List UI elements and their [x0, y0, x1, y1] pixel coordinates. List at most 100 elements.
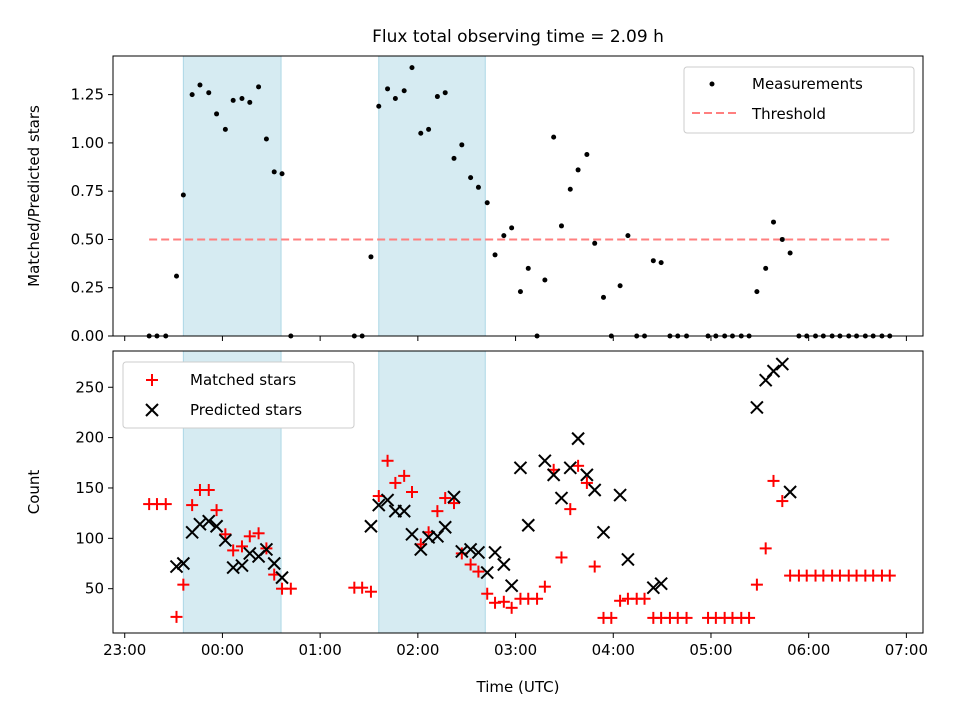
matched-star-point — [186, 499, 199, 512]
measurement-point — [542, 277, 548, 283]
predicted-star-point — [646, 580, 661, 595]
matched-star-point — [398, 469, 411, 482]
measurement-point — [475, 184, 481, 190]
matched-star-point — [159, 498, 172, 511]
shaded-interval — [378, 350, 486, 634]
predicted-star-point — [571, 431, 585, 446]
y-tick-label: 200 — [75, 429, 104, 447]
x-axis-label: Time (UTC) — [476, 678, 560, 696]
matched-star-point — [431, 505, 444, 518]
legend-label-predicted: Predicted stars — [190, 401, 302, 419]
measurement-point — [222, 126, 228, 132]
measurement-point — [426, 126, 432, 132]
predicted-star-point — [497, 557, 511, 572]
measurement-point — [180, 192, 186, 198]
predicted-star-point — [480, 565, 494, 580]
measurement-point — [197, 82, 203, 88]
matched-star-point — [284, 582, 297, 595]
matched-star-point — [680, 611, 693, 624]
predicted-star-point — [775, 357, 790, 371]
predicted-star-point — [447, 490, 461, 504]
measurement-point — [501, 233, 507, 239]
bottom-y-ticks: 50 100 150 200 250 — [75, 378, 113, 598]
matched-star-point — [170, 610, 183, 623]
x-tick-label: 23:00 — [103, 641, 146, 659]
matched-star-point — [883, 569, 896, 582]
x-tick-label: 07:00 — [885, 641, 928, 659]
measurement-point — [239, 95, 245, 101]
matched-star-point — [381, 454, 394, 467]
y-tick-label: 1.00 — [71, 134, 104, 152]
matched-star-point — [219, 528, 232, 541]
predicted-star-point — [488, 545, 502, 560]
top-x-ticks — [124, 336, 907, 341]
measurement-point — [617, 283, 623, 289]
matched-star-point — [405, 486, 418, 498]
predicted-star-point — [176, 556, 191, 571]
predicted-star-point — [521, 518, 535, 532]
measurement-points — [146, 65, 893, 339]
predicted-star-point — [463, 542, 478, 557]
matched-star-point — [767, 474, 780, 487]
predicted-star-point — [596, 525, 611, 539]
measurement-point — [763, 265, 769, 271]
shaded-interval — [182, 55, 282, 337]
measurement-point — [451, 155, 457, 161]
bottom-plot-frame — [112, 350, 924, 634]
measurement-point — [230, 97, 236, 103]
matched-star-point — [580, 476, 593, 489]
predicted-star-point — [554, 491, 569, 505]
count-points — [143, 357, 896, 624]
top-legend: Measurements Threshold — [683, 66, 915, 134]
y-tick-label: 250 — [75, 378, 104, 396]
measurement-point — [418, 130, 424, 136]
bottom-panel: 23:00 00:00 01:00 02:00 03:00 04:00 05:00 06:00… — [25, 350, 928, 696]
predicted-star-point — [364, 519, 378, 533]
predicted-star-point — [546, 468, 561, 482]
measurement-point — [787, 250, 793, 256]
measurement-point — [779, 236, 785, 242]
matched-star-point — [243, 530, 256, 543]
predicted-star-point — [513, 461, 528, 475]
top-panel: 0.00 0.25 0.50 0.75 1.00 1.25 Matched/Predict… — [25, 55, 924, 345]
measurement-point — [401, 88, 407, 94]
bottom-legend: Matched stars Predicted stars — [122, 361, 355, 429]
top-y-ticks: 0.00 0.25 0.50 0.75 1.00 1.25 — [71, 86, 113, 345]
predicted-star-point — [613, 488, 627, 502]
measurement-point — [558, 223, 564, 229]
matched-star-point — [227, 544, 240, 557]
bottom-x-ticks: 23:00 00:00 01:00 02:00 03:00 04:00 05:00 06:00… — [103, 633, 928, 659]
matched-star-point — [252, 527, 265, 540]
legend-marker-measurements — [709, 81, 715, 87]
measurement-point — [600, 294, 606, 300]
predicted-star-point — [397, 504, 411, 518]
predicted-star-point — [587, 483, 602, 497]
y-tick-label: 0.50 — [71, 230, 104, 248]
predicted-star-point — [580, 468, 594, 482]
measurement-point — [385, 86, 391, 92]
measurement-point — [442, 90, 448, 96]
matched-star-point — [605, 611, 618, 624]
measurement-point — [434, 94, 440, 100]
matched-star-point — [614, 594, 627, 607]
predicted-star-point — [202, 514, 216, 528]
top-plot-frame — [112, 55, 924, 337]
matched-star-point — [588, 560, 601, 573]
legend-label-matched: Matched stars — [190, 371, 296, 389]
x-tick-label: 01:00 — [299, 641, 342, 659]
predicted-star-point — [563, 461, 577, 475]
predicted-star-point — [275, 570, 289, 585]
matched-star-point — [638, 592, 651, 605]
matched-star-point — [448, 497, 461, 510]
predicted-star-point — [193, 517, 207, 531]
predicted-star-point — [438, 520, 452, 534]
measurement-point — [256, 84, 262, 90]
matched-star-point — [210, 504, 223, 517]
measurement-point — [271, 169, 277, 175]
measurement-point — [263, 136, 269, 142]
y-tick-label: 0.00 — [71, 327, 104, 345]
matched-star-point — [489, 596, 502, 609]
matched-star-point — [389, 476, 402, 489]
predicted-star-point — [380, 493, 395, 507]
